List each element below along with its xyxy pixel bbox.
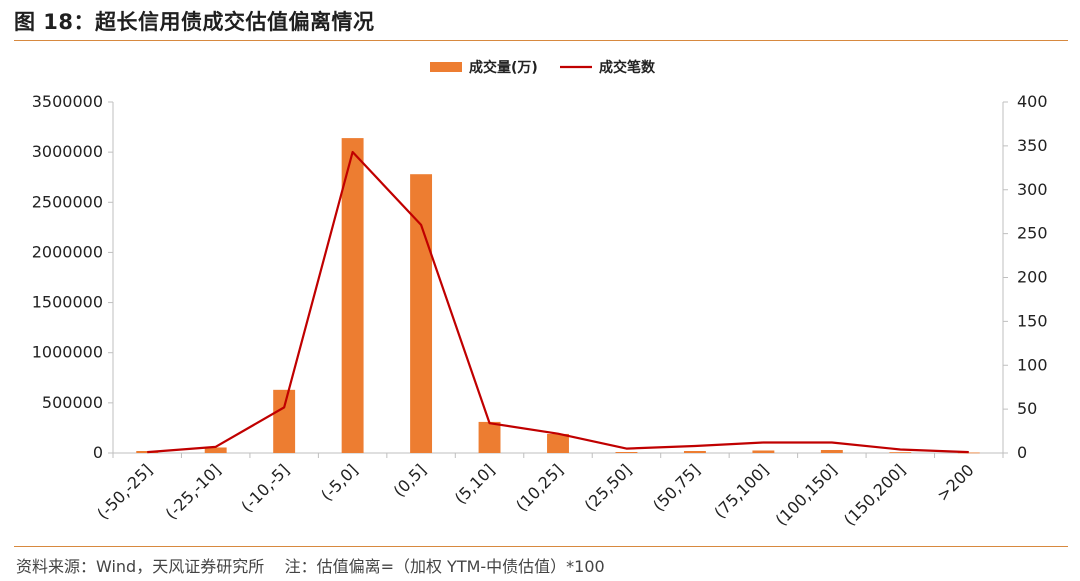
right-tick-label: 350 [1017, 136, 1048, 155]
x-tick-label: (0,5] [390, 460, 430, 500]
x-axis: (-50,-25] (-25,-10] (-10,-5] (-5,0] (0,5] (5,… [93, 452, 1004, 529]
x-tick-label: (5,10] [451, 460, 498, 507]
title-divider [14, 40, 1068, 41]
x-tick-label: (100,150] [772, 460, 841, 529]
left-tick-label: 3000000 [32, 142, 103, 161]
count-line [147, 150, 969, 454]
volume-bar [273, 389, 296, 453]
left-tick-label: 2500000 [32, 192, 103, 211]
x-tick-label: (10,25] [512, 460, 567, 515]
x-tick-label: (50,75] [649, 460, 704, 515]
right-tick-label: 300 [1017, 180, 1048, 199]
volume-bar [478, 421, 501, 453]
right-tick-label: 200 [1017, 268, 1048, 287]
right-tick-label: 50 [1017, 399, 1037, 418]
x-tick-label: (-10,-5] [237, 460, 293, 516]
right-tick-label: 0 [1017, 443, 1027, 462]
right-tick-label: 400 [1017, 92, 1048, 111]
volume-bar [615, 451, 638, 453]
chart-legend: 成交量(万) 成交笔数 [430, 59, 656, 76]
left-tick-label: 1500000 [32, 293, 103, 312]
left-tick-label: 3500000 [32, 92, 103, 111]
x-tick-label: (-5,0] [317, 460, 361, 504]
volume-bars [136, 138, 980, 454]
combo-chart: 成交量(万) 成交笔数 0 500000 1000000 1500000 2000000 2… [32, 59, 1048, 529]
note-text: 注：估值偏离=（加权 YTM-中债估值）*100 [284, 557, 605, 576]
figure-title: 图 18：超长信用债成交估值偏离情况 [14, 10, 375, 34]
legend-label-volume: 成交量(万) [469, 59, 538, 76]
x-tick-label: (150,200] [840, 460, 909, 529]
x-tick-label: (75,100] [710, 460, 772, 522]
right-tick-label: 100 [1017, 355, 1048, 374]
volume-bar [683, 450, 706, 453]
volume-bar [752, 450, 775, 453]
volume-bar [341, 138, 364, 454]
right-tick-label: 150 [1017, 311, 1048, 330]
count-series-line [147, 150, 969, 454]
source-text: 资料来源：Wind，天风证券研究所 [16, 557, 265, 576]
volume-bar [889, 452, 912, 453]
x-tick-label: (-50,-25] [93, 460, 156, 523]
left-tick-label: 2000000 [32, 242, 103, 261]
left-y-axis: 0 500000 1000000 1500000 2000000 2500000 30000… [32, 92, 114, 462]
volume-bar [820, 449, 843, 453]
legend-swatch-volume [430, 62, 462, 72]
x-tick-label: (25,50] [581, 460, 636, 515]
x-tick-label: (-25,-10] [162, 460, 225, 523]
volume-bar [547, 433, 569, 453]
volume-bar [957, 452, 980, 454]
source-note: 资料来源：Wind，天风证券研究所 注：估值偏离=（加权 YTM-中债估值）*1… [16, 553, 605, 577]
left-tick-label: 0 [93, 443, 103, 462]
x-tick-label: >200 [933, 460, 978, 505]
right-y-axis: 0 50 100 150 200 250 300 350 400 [1002, 92, 1048, 462]
left-tick-label: 1000000 [32, 343, 103, 362]
legend-label-count: 成交笔数 [599, 59, 656, 76]
volume-bar [204, 447, 227, 453]
right-tick-label: 250 [1017, 224, 1048, 243]
left-tick-label: 500000 [42, 393, 103, 412]
footer-divider [14, 546, 1068, 547]
